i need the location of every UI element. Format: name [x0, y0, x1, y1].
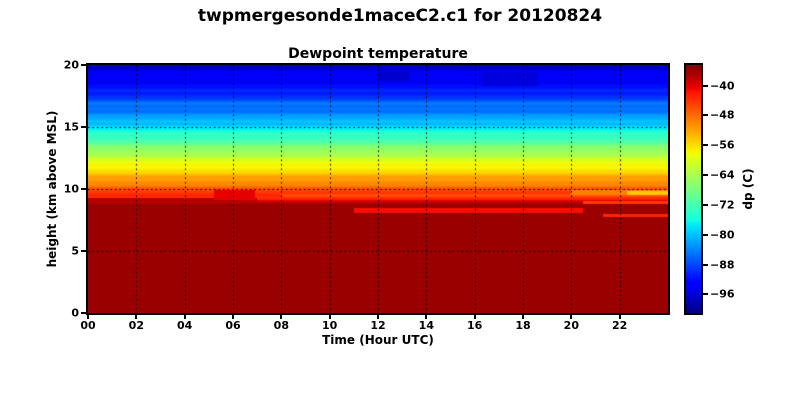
- y-tick-mark: [81, 312, 86, 314]
- x-tick-mark: [425, 315, 428, 319]
- y-tick-label: 5: [71, 244, 79, 258]
- y-tick-label: 15: [63, 120, 79, 134]
- colorbar-tick-label: −80: [710, 228, 735, 242]
- x-tick-mark: [328, 315, 331, 319]
- x-tick-label: 22: [612, 319, 628, 332]
- x-tick-label: 16: [467, 319, 483, 332]
- x-tick-label: 14: [418, 319, 434, 332]
- y-tick-mark: [81, 188, 86, 190]
- x-tick-mark: [377, 315, 379, 319]
- y-tick-label: 20: [63, 58, 79, 72]
- x-tick-label: 08: [273, 319, 289, 332]
- colorbar-tick-mark: [703, 203, 708, 206]
- x-tick-mark: [87, 315, 89, 319]
- x-tick-label: 12: [370, 319, 386, 332]
- x-tick-mark: [473, 315, 476, 319]
- x-tick-label: 10: [322, 319, 338, 332]
- x-tick-mark: [183, 315, 186, 319]
- x-tick-label: 02: [128, 319, 144, 332]
- colorbar-tick-label: −56: [710, 138, 735, 152]
- y-axis-label: height (km above MSL): [45, 110, 59, 268]
- colorbar-tick-label: −88: [710, 258, 735, 272]
- figure-title: twpmergesonde1maceC2.c1 for 20120824: [197, 6, 603, 26]
- x-tick-mark: [570, 315, 573, 319]
- colorbar-tick-label: −72: [710, 198, 735, 212]
- x-tick-label: 06: [225, 319, 241, 332]
- x-tick-label: 00: [80, 319, 96, 332]
- colorbar-tick-mark: [703, 144, 708, 147]
- x-tick-mark: [618, 315, 621, 319]
- colorbar-tick-mark: [703, 233, 708, 236]
- colorbar-tick-mark: [703, 263, 708, 266]
- colorbar-tick-label: −64: [710, 168, 735, 182]
- y-tick-mark: [81, 250, 86, 252]
- x-axis-label: Time (Hour UTC): [322, 333, 434, 347]
- plot-title: Dewpoint temperature: [288, 46, 468, 62]
- x-tick-label: 18: [515, 319, 531, 332]
- colorbar-tick-label: −96: [710, 287, 735, 301]
- y-tick-mark: [81, 126, 86, 128]
- x-tick-mark: [522, 315, 524, 319]
- colorbar-tick-mark: [703, 293, 708, 296]
- y-tick-mark: [81, 64, 86, 66]
- colorbar-tick-mark: [703, 174, 708, 176]
- x-tick-mark: [135, 315, 138, 319]
- x-tick-mark: [280, 315, 283, 319]
- x-tick-label: 04: [177, 319, 193, 332]
- x-tick-label: 20: [563, 319, 579, 332]
- colorbar-tick-mark: [703, 114, 708, 117]
- y-tick-label: 10: [63, 182, 79, 196]
- colorbar-tick-mark: [703, 84, 708, 87]
- y-tick-label: 0: [71, 306, 79, 320]
- colorbar-tick-label: −48: [710, 108, 735, 122]
- colorbar-canvas: [684, 63, 703, 315]
- colorbar-tick-label: −40: [710, 79, 735, 92]
- x-tick-mark: [232, 315, 234, 319]
- heatmap-canvas: [86, 63, 670, 315]
- colorbar-label: dp (C): [741, 168, 755, 210]
